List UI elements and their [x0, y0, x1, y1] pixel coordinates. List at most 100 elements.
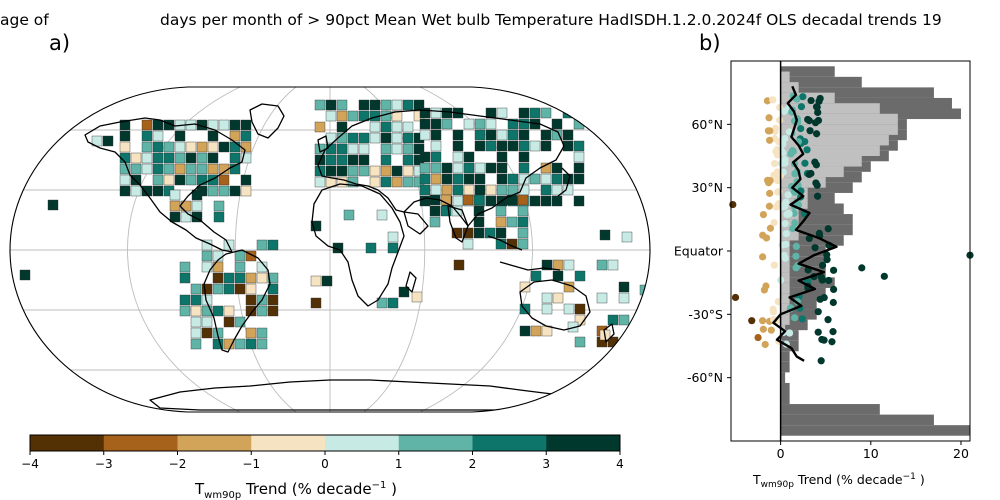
colorbar-tick-label: −2 — [169, 457, 187, 471]
grid-cell — [419, 162, 431, 174]
grid-cell — [573, 173, 585, 185]
grid-cell — [463, 162, 475, 174]
grid-cell — [190, 305, 202, 317]
gridbox-trend-point — [880, 272, 888, 280]
grid-cell — [402, 165, 414, 177]
grid-cell — [179, 272, 191, 284]
grid-cell — [518, 151, 530, 163]
grid-cell — [496, 140, 508, 152]
grid-cell — [541, 259, 553, 271]
gridbox-trend-point — [828, 338, 836, 346]
colorbar-segment — [30, 435, 105, 451]
grid-cell — [552, 270, 564, 282]
grid-cell — [376, 209, 388, 221]
gridbox-trend-point — [763, 176, 772, 184]
gridbox-trend-point — [805, 170, 813, 178]
gridbox-trend-point — [811, 244, 819, 252]
grid-cell — [402, 99, 414, 111]
grid-cell — [391, 121, 403, 133]
grid-cell — [229, 119, 241, 131]
grid-cell — [369, 121, 381, 133]
grid-cell — [347, 132, 359, 144]
grid-cell — [218, 185, 230, 197]
land-fraction-bar — [780, 203, 844, 215]
grid-cell — [201, 250, 213, 262]
grid-cell — [441, 118, 453, 130]
grid-cell — [185, 152, 197, 164]
grid-cell — [325, 165, 337, 177]
grid-cell — [141, 130, 153, 142]
gridbox-trend-point — [811, 119, 820, 127]
observed-fraction-bar — [780, 124, 898, 135]
gridbox-trend-point — [825, 276, 833, 285]
gridbox-trend-point — [829, 266, 838, 274]
colorbar-tick-label: −3 — [95, 457, 113, 471]
grid-cell — [245, 250, 257, 262]
grid-cell — [325, 154, 337, 166]
observed-fraction-bar — [780, 261, 790, 273]
grid-cell — [506, 216, 518, 228]
world-map — [9, 86, 651, 413]
grid-cell — [563, 303, 575, 315]
grid-cell — [179, 294, 191, 306]
grid-cell — [336, 121, 348, 133]
grid-cell — [190, 316, 202, 328]
gridbox-trend-point — [820, 293, 828, 302]
gridbox-trend-point — [754, 333, 762, 342]
grid-cell — [256, 272, 268, 284]
grid-cell — [380, 143, 392, 155]
grid-cell — [518, 162, 530, 174]
gridbox-trend-point — [731, 293, 740, 302]
grid-cell — [441, 162, 453, 174]
gridbox-trend-point — [814, 328, 822, 336]
gridbox-trend-point — [766, 189, 774, 197]
grid-cell — [212, 338, 224, 350]
grid-cell — [551, 118, 563, 130]
grid-cell — [529, 195, 541, 207]
colorbar-tick-label: −4 — [21, 457, 39, 471]
grid-cell — [496, 107, 508, 119]
grid-cell — [485, 184, 497, 196]
grid-cell — [441, 107, 453, 119]
gridbox-trend-point — [814, 308, 822, 316]
grid-cell — [336, 143, 348, 155]
grid-cell — [387, 242, 399, 254]
grid-cell — [256, 327, 268, 339]
grid-cell — [223, 305, 235, 317]
observed-fraction-bar — [780, 92, 835, 104]
gridbox-trend-point — [785, 329, 794, 337]
gridbox-trend-point — [761, 340, 769, 349]
grid-cell — [452, 184, 464, 196]
gridbox-trend-point — [818, 335, 826, 344]
land-fraction-bar — [780, 309, 817, 320]
grid-cell — [218, 174, 230, 186]
land-fraction-bar — [780, 87, 934, 98]
grid-cell — [562, 129, 574, 141]
colorbar-segment — [325, 435, 400, 451]
grid-cell — [180, 211, 192, 223]
grid-cell — [314, 176, 326, 188]
observed-fraction-bar — [780, 219, 799, 230]
grid-cell — [430, 118, 442, 130]
gridbox-trend-point — [806, 127, 814, 135]
gridbox-trend-point — [772, 147, 780, 155]
grid-cell — [169, 189, 181, 201]
grid-cell — [496, 129, 508, 141]
grid-cell — [223, 316, 235, 328]
grid-cell — [141, 141, 153, 153]
gridbox-trend-point — [797, 125, 805, 133]
grid-cell — [518, 107, 530, 119]
grid-cell — [196, 141, 208, 153]
panel-b-label: b) — [699, 31, 721, 55]
grid-cell — [474, 118, 486, 130]
grid-cell — [267, 294, 279, 306]
gridbox-trend-point — [785, 210, 793, 218]
grid-cell — [540, 173, 552, 185]
grid-cell — [358, 143, 370, 155]
grid-cell — [245, 327, 257, 339]
grid-cell — [152, 130, 164, 142]
grid-cell — [402, 154, 414, 166]
land-fraction-bar — [780, 372, 786, 383]
gridbox-trend-point — [813, 192, 822, 200]
gridbox-trend-point — [814, 108, 822, 117]
